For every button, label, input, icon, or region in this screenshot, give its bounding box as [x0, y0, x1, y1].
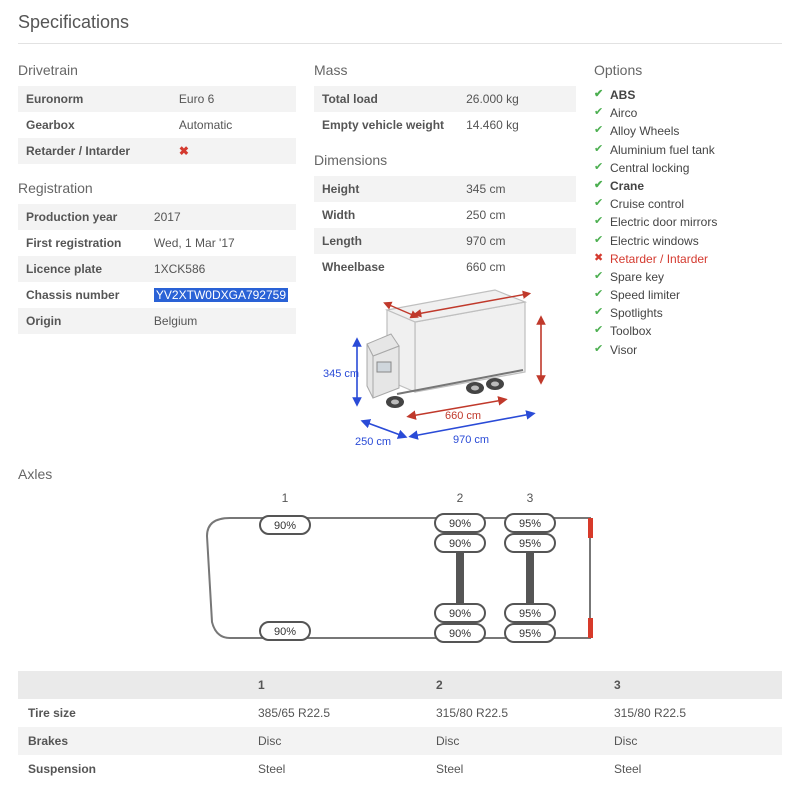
mass-heading: Mass — [314, 62, 576, 78]
axle-col-header: 3 — [604, 671, 782, 699]
svg-text:90%: 90% — [449, 538, 471, 550]
spec-key: Length — [314, 228, 458, 254]
page-title: Specifications — [18, 12, 782, 44]
registration-heading: Registration — [18, 180, 296, 196]
axle-cell: 315/80 R22.5 — [426, 699, 604, 727]
svg-text:95%: 95% — [519, 538, 541, 550]
option-item: Airco — [594, 104, 782, 122]
options-list: ABSAircoAlloy WheelsAluminium fuel tankC… — [594, 86, 782, 359]
option-item: Alloy Wheels — [594, 122, 782, 140]
axle-col-header: 1 — [248, 671, 426, 699]
svg-text:90%: 90% — [274, 520, 296, 532]
spec-value: YV2XTW0DXGA792759 — [146, 282, 296, 308]
spec-key: Chassis number — [18, 282, 146, 308]
dim-wheelbase-label: 660 cm — [445, 410, 481, 422]
axle-cell: Steel — [604, 755, 782, 783]
selected-text[interactable]: YV2XTW0DXGA792759 — [154, 288, 288, 302]
dimensions-table: Height345 cmWidth250 cmLength970 cmWheel… — [314, 176, 576, 280]
spec-value: Euro 6 — [171, 86, 296, 112]
axle-row-key: Tire size — [18, 699, 248, 727]
spec-key: Production year — [18, 204, 146, 230]
mass-table: Total load26.000 kgEmpty vehicle weight1… — [314, 86, 576, 138]
spec-value: Automatic — [171, 112, 296, 138]
axle-cell: 385/65 R22.5 — [248, 699, 426, 727]
option-item: Electric windows — [594, 232, 782, 250]
axle-cell: Disc — [604, 727, 782, 755]
spec-value: 970 cm — [458, 228, 576, 254]
x-icon: ✖ — [179, 144, 189, 158]
truck-dimension-diagram: 345 cm 250 cm 970 cm 660 cm — [325, 284, 565, 454]
spec-value: ✖ — [171, 138, 296, 164]
spec-value: 14.460 kg — [458, 112, 576, 138]
spec-key: Total load — [314, 86, 458, 112]
spec-value: 26.000 kg — [458, 86, 576, 112]
option-item: Electric door mirrors — [594, 213, 782, 231]
spec-key: Euronorm — [18, 86, 171, 112]
dimensions-heading: Dimensions — [314, 152, 576, 168]
svg-text:95%: 95% — [519, 628, 541, 640]
axle-cell: Disc — [426, 727, 604, 755]
svg-text:90%: 90% — [274, 626, 296, 638]
spec-value: 250 cm — [458, 202, 576, 228]
option-item: Cruise control — [594, 195, 782, 213]
dim-width-label: 250 cm — [355, 436, 391, 448]
axle-table: 123 Tire size385/65 R22.5315/80 R22.5315… — [18, 671, 782, 783]
svg-text:90%: 90% — [449, 628, 471, 640]
option-item: Visor — [594, 341, 782, 359]
dim-height-label: 345 cm — [323, 368, 359, 380]
spec-key: Licence plate — [18, 256, 146, 282]
spec-value: 660 cm — [458, 254, 576, 280]
spec-key: First registration — [18, 230, 146, 256]
option-item: Spare key — [594, 268, 782, 286]
option-item: Central locking — [594, 159, 782, 177]
axle-row-key: Brakes — [18, 727, 248, 755]
axle-row-key: Suspension — [18, 755, 248, 783]
option-item: Toolbox — [594, 322, 782, 340]
registration-table: Production year2017First registrationWed… — [18, 204, 296, 334]
svg-text:90%: 90% — [449, 518, 471, 530]
svg-text:90%: 90% — [449, 608, 471, 620]
option-item: Aluminium fuel tank — [594, 141, 782, 159]
option-item: Retarder / Intarder — [594, 250, 782, 268]
spec-value: 345 cm — [458, 176, 576, 202]
spec-key: Origin — [18, 308, 146, 334]
axle-diagram: 1 2 3 90% 90% 90% 90% 90% 90% 95% 95% 95% 95% — [18, 488, 782, 661]
axle-cell: Disc — [248, 727, 426, 755]
option-item: ABS — [594, 86, 782, 104]
option-item: Crane — [594, 177, 782, 195]
spec-value: 1XCK586 — [146, 256, 296, 282]
axle-cell: Steel — [248, 755, 426, 783]
spec-value: 2017 — [146, 204, 296, 230]
svg-text:3: 3 — [527, 491, 534, 505]
spec-key: Gearbox — [18, 112, 171, 138]
option-item: Speed limiter — [594, 286, 782, 304]
svg-text:1: 1 — [282, 491, 289, 505]
axle-col-header — [18, 671, 248, 699]
drivetrain-table: EuronormEuro 6GearboxAutomaticRetarder /… — [18, 86, 296, 164]
spec-key: Retarder / Intarder — [18, 138, 171, 164]
spec-value: Belgium — [146, 308, 296, 334]
spec-key: Empty vehicle weight — [314, 112, 458, 138]
axle-col-header: 2 — [426, 671, 604, 699]
dim-length-label: 970 cm — [453, 434, 489, 446]
svg-text:95%: 95% — [519, 608, 541, 620]
spec-key: Height — [314, 176, 458, 202]
axle-cell: 315/80 R22.5 — [604, 699, 782, 727]
option-item: Spotlights — [594, 304, 782, 322]
spec-key: Wheelbase — [314, 254, 458, 280]
spec-value: Wed, 1 Mar '17 — [146, 230, 296, 256]
svg-text:95%: 95% — [519, 518, 541, 530]
options-heading: Options — [594, 62, 782, 78]
spec-key: Width — [314, 202, 458, 228]
axles-heading: Axles — [18, 466, 782, 482]
drivetrain-heading: Drivetrain — [18, 62, 296, 78]
axle-cell: Steel — [426, 755, 604, 783]
svg-text:2: 2 — [457, 491, 464, 505]
